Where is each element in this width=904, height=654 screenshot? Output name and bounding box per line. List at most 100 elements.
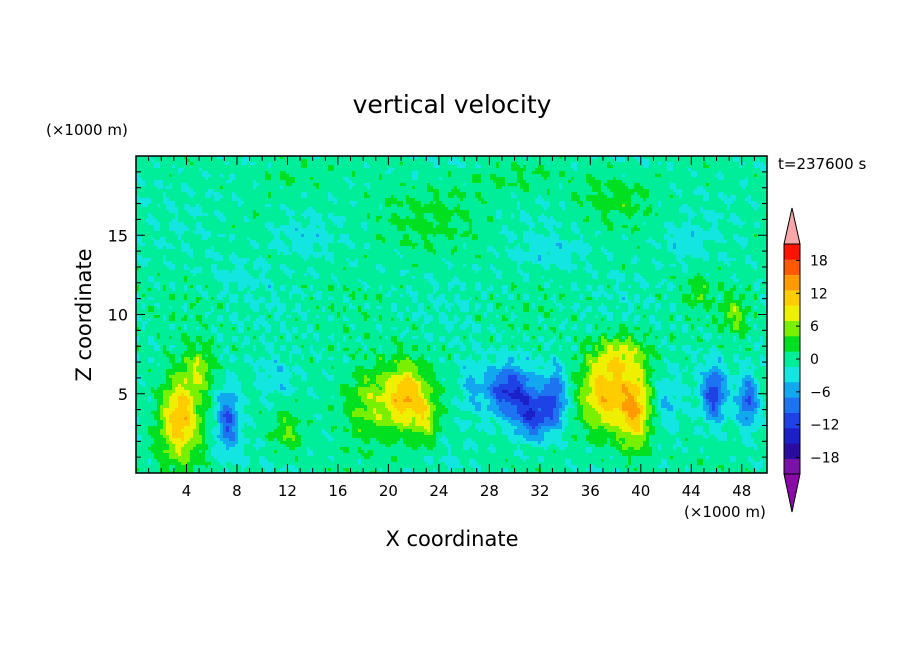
contour-cell <box>745 213 749 217</box>
contour-cell <box>331 210 335 214</box>
contour-cell <box>601 192 605 196</box>
contour-cell <box>292 201 296 205</box>
contour-cell <box>691 168 695 172</box>
contour-cell <box>625 177 629 181</box>
contour-cell <box>160 186 164 190</box>
contour-cell <box>448 165 452 169</box>
contour-cell <box>652 171 656 175</box>
contour-cell <box>706 189 710 193</box>
contour-cell <box>196 162 200 166</box>
contour-cell <box>490 183 494 187</box>
contour-cell <box>307 195 311 199</box>
contour-cell <box>505 216 509 220</box>
contour-cell <box>379 201 383 205</box>
contour-cell <box>667 168 671 172</box>
contour-cell <box>322 219 326 223</box>
contour-cell <box>400 180 404 184</box>
contour-cell <box>367 201 371 205</box>
contour-cell <box>526 222 530 226</box>
contour-cell <box>571 192 575 196</box>
contour-cell <box>562 189 566 193</box>
contour-cell <box>643 204 647 208</box>
contour-cell <box>265 192 269 196</box>
contour-cell <box>460 210 464 214</box>
contour-cell <box>649 210 653 214</box>
contour-cell <box>592 174 596 178</box>
contour-cell <box>295 168 299 172</box>
contour-cell <box>277 192 281 196</box>
contour-cell <box>427 192 431 196</box>
contour-cell <box>727 183 731 187</box>
contour-cell <box>256 195 260 199</box>
contour-cell <box>382 159 386 163</box>
contour-cell <box>370 186 374 190</box>
contour-cell <box>436 195 440 199</box>
contour-cell <box>400 195 404 199</box>
contour-cell <box>484 186 488 190</box>
contour-cell <box>475 174 479 178</box>
contour-cell <box>430 201 434 205</box>
contour-cell <box>184 159 188 163</box>
contour-cell <box>328 198 332 202</box>
contour-cell <box>712 183 716 187</box>
contour-cell <box>625 222 629 226</box>
contour-cell <box>334 216 338 220</box>
contour-cell <box>547 159 551 163</box>
contour-cell <box>304 165 308 169</box>
contour-cell <box>217 168 221 172</box>
contour-cell <box>544 204 548 208</box>
contour-cell <box>256 162 260 166</box>
contour-cell <box>259 180 263 184</box>
contour-cell <box>295 165 299 169</box>
contour-cell <box>262 180 266 184</box>
contour-cell <box>478 213 482 217</box>
contour-cell <box>727 204 731 208</box>
contour-cell <box>577 180 581 184</box>
contour-cell <box>568 180 572 184</box>
contour-cell <box>373 180 377 184</box>
contour-cell <box>739 216 743 220</box>
contour-cell <box>469 219 473 223</box>
contour-cell <box>637 207 641 211</box>
contour-cell <box>484 198 488 202</box>
contour-cell <box>307 156 311 160</box>
contour-cell <box>205 204 209 208</box>
contour-cell <box>172 180 176 184</box>
contour-cell <box>169 207 173 211</box>
contour-cell <box>718 165 722 169</box>
contour-cell <box>586 207 590 211</box>
contour-cell <box>157 222 161 226</box>
contour-cell <box>529 219 533 223</box>
contour-cell <box>295 201 299 205</box>
contour-cell <box>679 165 683 169</box>
contour-cell <box>649 171 653 175</box>
contour-cell <box>451 219 455 223</box>
contour-cell <box>232 216 236 220</box>
contour-cell <box>514 183 518 187</box>
contour-cell <box>271 222 275 226</box>
contour-cell <box>475 183 479 187</box>
contour-cell <box>328 195 332 199</box>
contour-cell <box>547 180 551 184</box>
contour-cell <box>715 204 719 208</box>
contour-cell <box>331 225 335 229</box>
contour-cell <box>343 219 347 223</box>
contour-cell <box>376 180 380 184</box>
contour-cell <box>298 195 302 199</box>
contour-cell <box>478 225 482 229</box>
contour-cell <box>160 162 164 166</box>
contour-cell <box>637 180 641 184</box>
contour-cell <box>340 219 344 223</box>
contour-cell <box>640 165 644 169</box>
contour-cell <box>538 168 542 172</box>
contour-cell <box>634 174 638 178</box>
contour-cell <box>268 156 272 160</box>
contour-cell <box>724 210 728 214</box>
contour-cell <box>274 216 278 220</box>
contour-cell <box>475 195 479 199</box>
contour-cell <box>325 156 329 160</box>
contour-cell <box>265 174 269 178</box>
contour-cell <box>244 216 248 220</box>
contour-cell <box>745 159 749 163</box>
contour-cell <box>358 225 362 229</box>
